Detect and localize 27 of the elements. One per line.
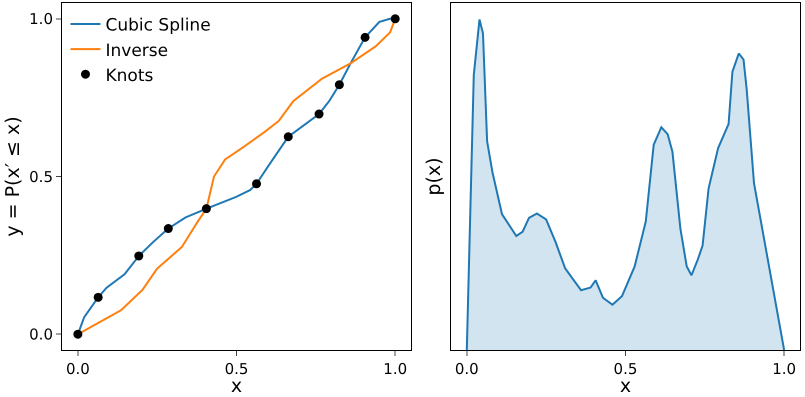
x-axis-title: x <box>230 375 242 397</box>
x-tick-label: 1.0 <box>383 360 408 378</box>
y-axis-title: y = P(x′ ≤ x) <box>2 116 24 237</box>
y-tick-label: 0.5 <box>29 168 53 186</box>
point <box>94 292 103 302</box>
point <box>360 32 370 42</box>
y-tick-label: 0.0 <box>29 325 53 344</box>
point <box>252 179 262 188</box>
y-axis-title: p(x) <box>422 157 445 196</box>
point <box>134 251 144 260</box>
point <box>314 110 324 119</box>
point <box>73 330 82 339</box>
x-tick-label: 0.0 <box>454 360 479 378</box>
legend-label: Knots <box>105 66 154 86</box>
x-tick-label: 0.5 <box>614 360 638 378</box>
point <box>334 80 344 90</box>
legend-label: Cubic Spline <box>105 16 211 36</box>
x-axis-title: x <box>620 375 632 397</box>
x-tick-label: 0.5 <box>224 360 248 378</box>
legend-label: Inverse <box>105 40 168 61</box>
point <box>284 132 293 142</box>
x-tick-label: 0.0 <box>66 360 90 378</box>
point <box>390 14 400 24</box>
point <box>202 204 211 214</box>
y-tick-label: 1.0 <box>29 10 53 28</box>
point <box>164 224 173 234</box>
x-tick-label: 1.0 <box>772 360 796 378</box>
